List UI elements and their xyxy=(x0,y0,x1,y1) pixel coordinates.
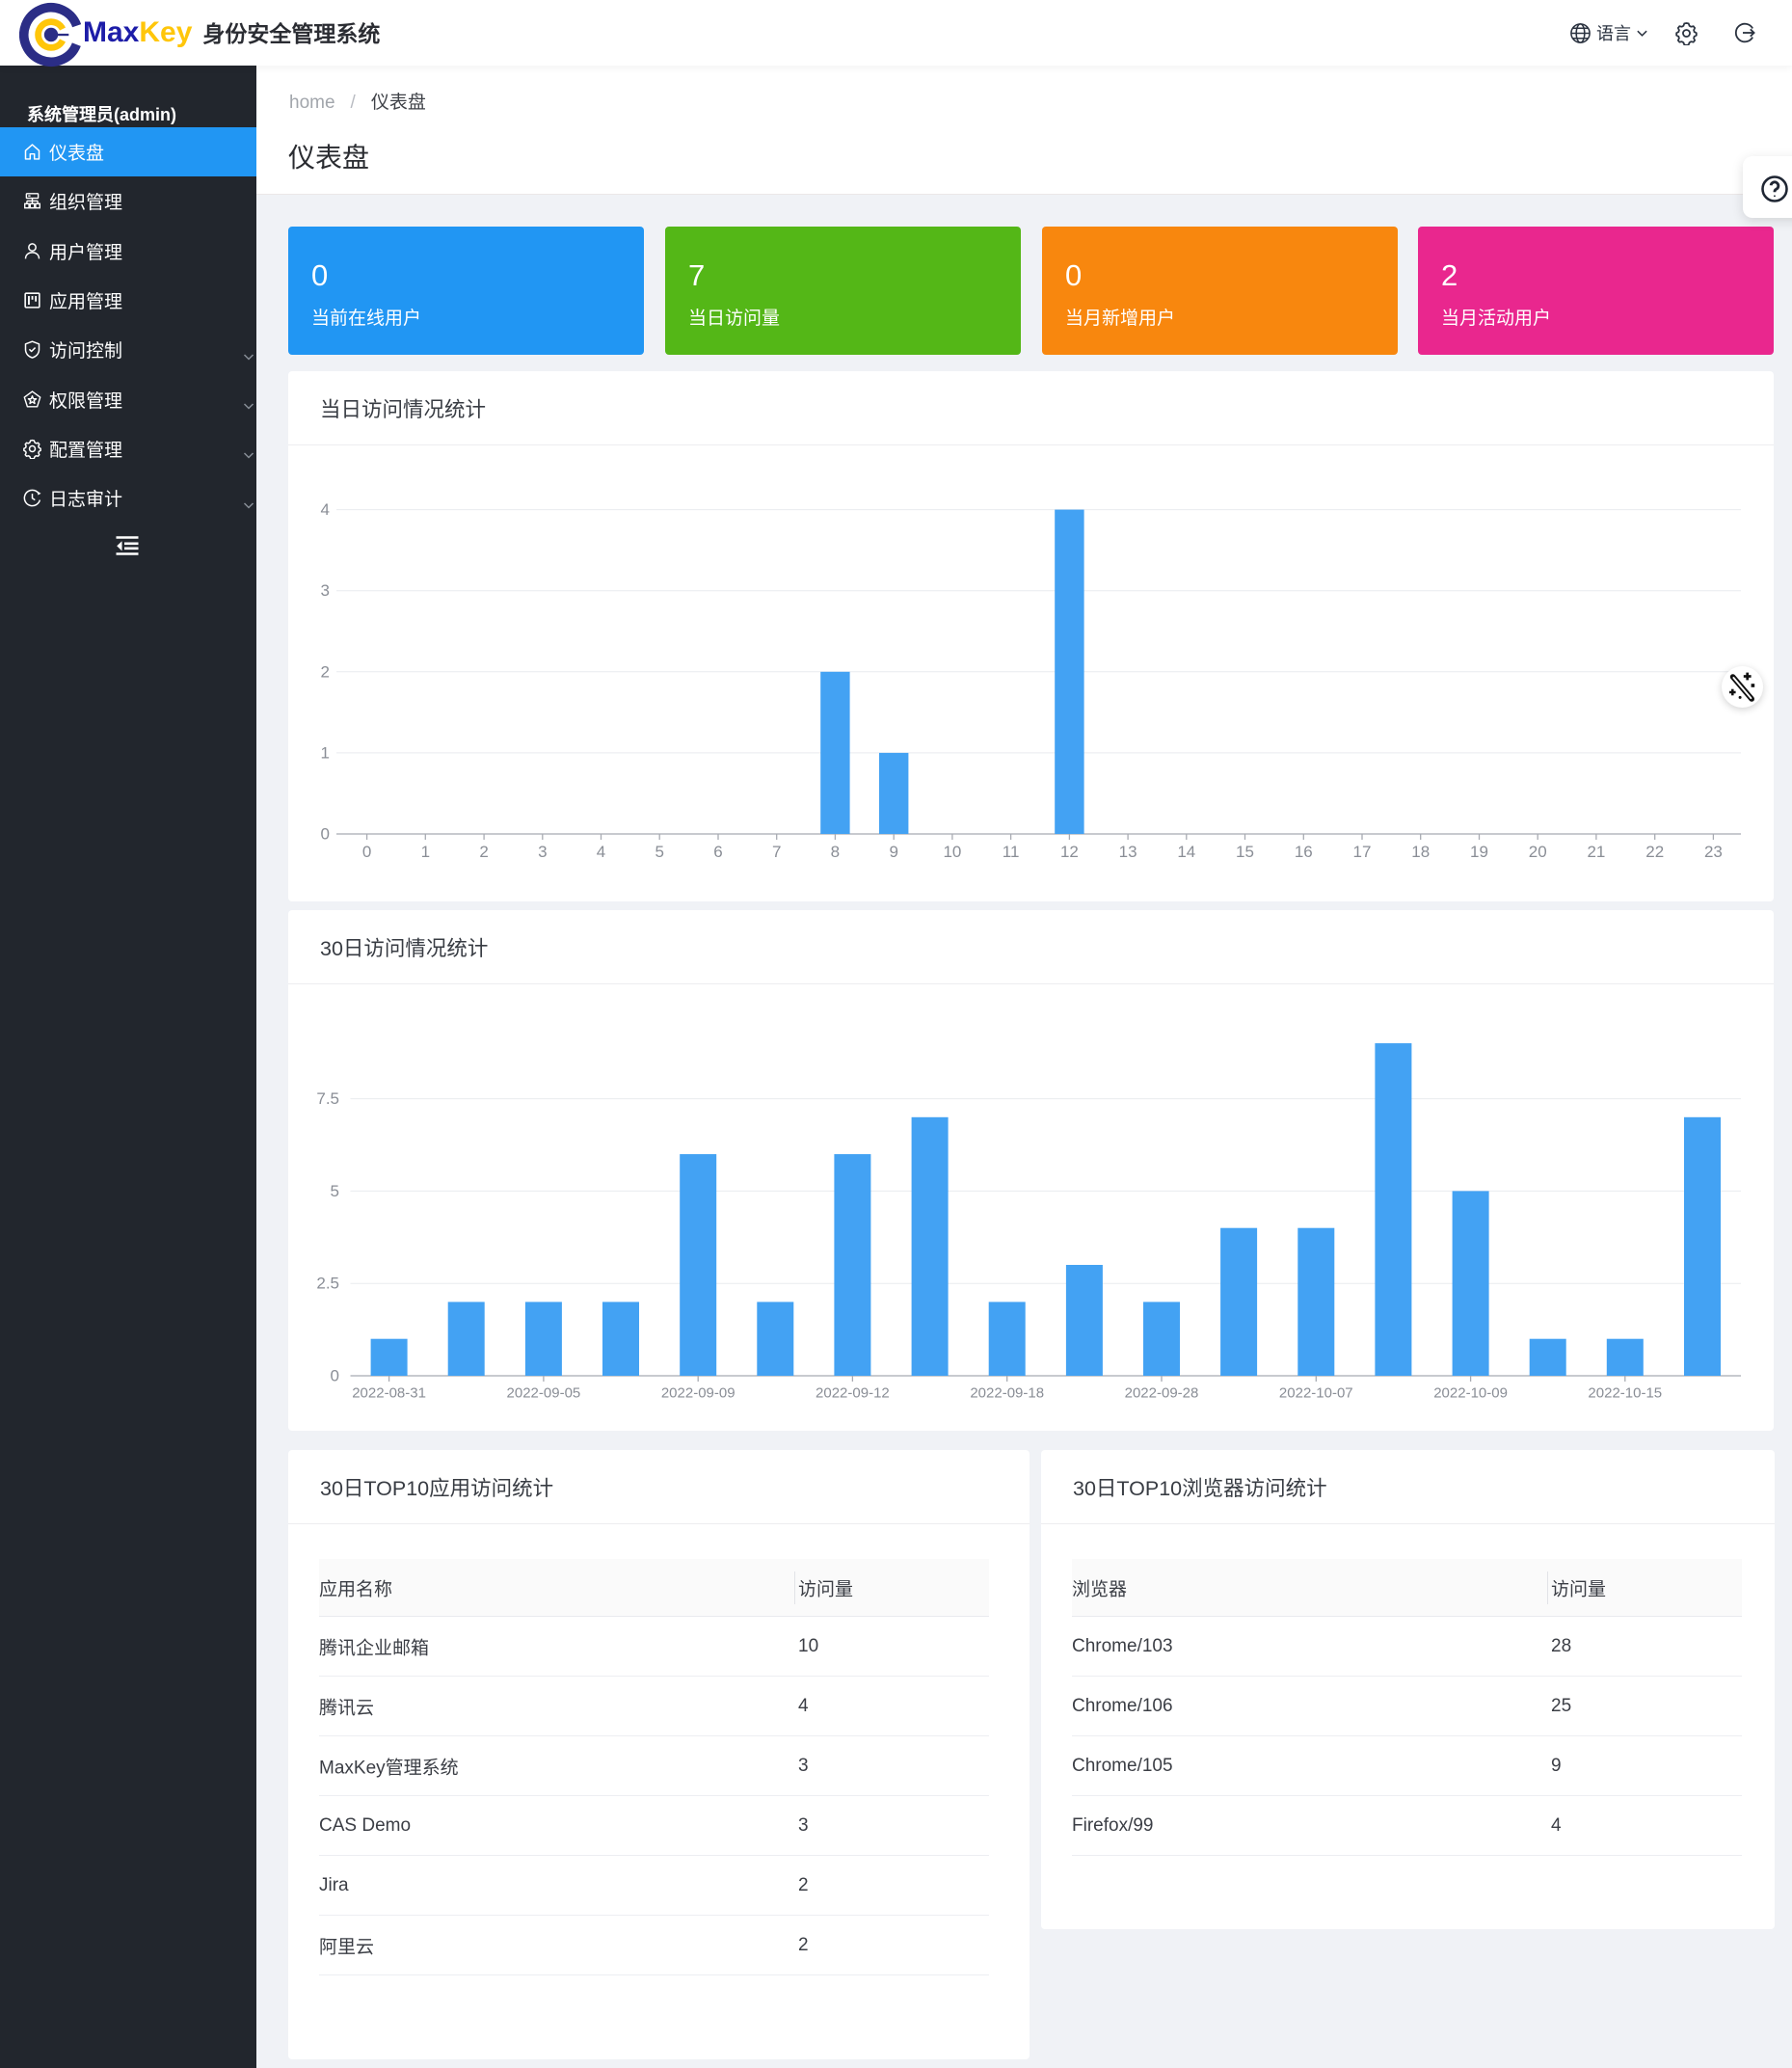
svg-text:22: 22 xyxy=(1645,843,1664,861)
svg-text:2.5: 2.5 xyxy=(316,1275,339,1293)
svg-text:4: 4 xyxy=(321,500,330,519)
svg-text:8: 8 xyxy=(831,843,840,861)
svg-text:2022-10-07: 2022-10-07 xyxy=(1279,1385,1353,1402)
svg-text:14: 14 xyxy=(1177,843,1195,861)
svg-text:1: 1 xyxy=(421,843,430,861)
svg-text:18: 18 xyxy=(1411,843,1430,861)
svg-text:2022-09-09: 2022-09-09 xyxy=(661,1385,736,1402)
svg-text:2022-09-05: 2022-09-05 xyxy=(507,1385,581,1402)
svg-text:19: 19 xyxy=(1470,843,1488,861)
svg-text:4: 4 xyxy=(597,843,605,861)
svg-text:11: 11 xyxy=(1003,843,1020,861)
svg-text:2022-09-12: 2022-09-12 xyxy=(816,1385,890,1402)
svg-text:3: 3 xyxy=(321,581,330,600)
svg-text:2022-09-18: 2022-09-18 xyxy=(970,1385,1044,1402)
svg-text:5: 5 xyxy=(331,1182,339,1200)
svg-text:2: 2 xyxy=(321,662,330,681)
svg-text:7.5: 7.5 xyxy=(316,1089,339,1108)
svg-text:20: 20 xyxy=(1529,843,1547,861)
svg-text:1: 1 xyxy=(321,743,330,762)
svg-text:2: 2 xyxy=(479,843,488,861)
svg-text:17: 17 xyxy=(1353,843,1372,861)
svg-text:0: 0 xyxy=(331,1367,339,1385)
svg-text:13: 13 xyxy=(1119,843,1137,861)
svg-text:9: 9 xyxy=(889,843,897,861)
svg-text:3: 3 xyxy=(538,843,547,861)
svg-text:12: 12 xyxy=(1060,843,1079,861)
svg-text:2022-10-09: 2022-10-09 xyxy=(1433,1385,1508,1402)
svg-text:15: 15 xyxy=(1236,843,1254,861)
svg-text:21: 21 xyxy=(1587,843,1605,861)
svg-text:16: 16 xyxy=(1295,843,1313,861)
svg-text:2022-09-28: 2022-09-28 xyxy=(1125,1385,1199,1402)
svg-text:6: 6 xyxy=(713,843,722,861)
svg-text:7: 7 xyxy=(772,843,781,861)
svg-text:0: 0 xyxy=(362,843,371,861)
svg-text:2022-10-15: 2022-10-15 xyxy=(1588,1385,1662,1402)
svg-text:5: 5 xyxy=(655,843,663,861)
svg-text:10: 10 xyxy=(943,843,961,861)
svg-text:2022-08-31: 2022-08-31 xyxy=(352,1385,426,1402)
svg-text:23: 23 xyxy=(1704,843,1723,861)
svg-text:0: 0 xyxy=(321,825,330,844)
